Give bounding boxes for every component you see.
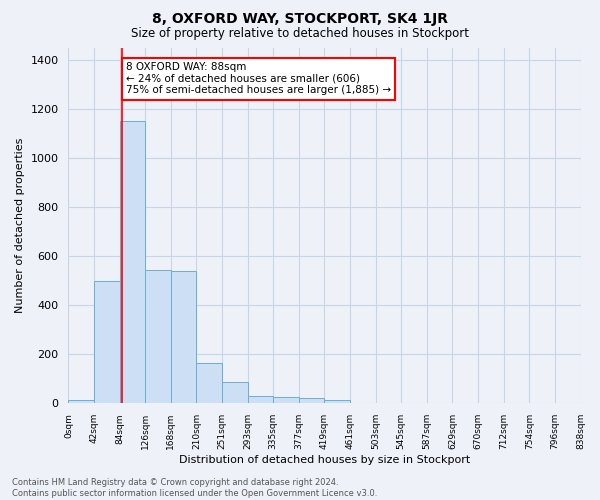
Bar [171,271,196,404]
Y-axis label: Number of detached properties: Number of detached properties [15,138,25,313]
Text: 8, OXFORD WAY, STOCKPORT, SK4 1JR: 8, OXFORD WAY, STOCKPORT, SK4 1JR [152,12,448,26]
Bar [273,396,299,404]
X-axis label: Distribution of detached houses by size in Stockport: Distribution of detached houses by size … [179,455,470,465]
Bar [299,398,325,404]
Bar [145,270,171,404]
Text: Size of property relative to detached houses in Stockport: Size of property relative to detached ho… [131,28,469,40]
Bar [196,363,222,404]
Bar [222,382,248,404]
Text: 8 OXFORD WAY: 88sqm
← 24% of detached houses are smaller (606)
75% of semi-detac: 8 OXFORD WAY: 88sqm ← 24% of detached ho… [126,62,391,96]
Bar [68,400,94,404]
Bar [119,121,145,404]
Text: Contains HM Land Registry data © Crown copyright and database right 2024.
Contai: Contains HM Land Registry data © Crown c… [12,478,377,498]
Bar [248,396,273,404]
Bar [325,400,350,404]
Bar [94,280,119,404]
